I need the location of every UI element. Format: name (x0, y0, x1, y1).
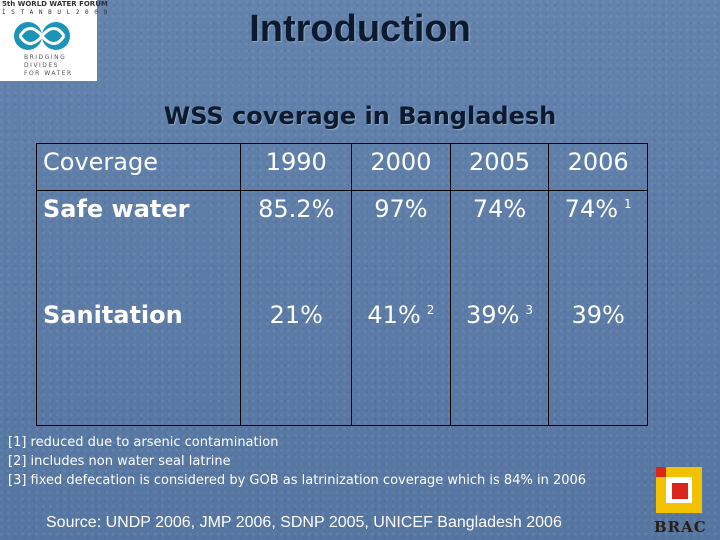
brac-label: BRAC (654, 518, 707, 536)
header-coverage: Coverage (35, 143, 242, 191)
logo-forum-city: İ S T A N B U L 2 0 0 9 (2, 9, 109, 16)
logo-tagline: BRIDGING DIVIDES FOR WATER (24, 54, 73, 77)
cell-safe-water-2005: 74% (449, 190, 550, 297)
footnote-ref-2: 2 (426, 302, 435, 317)
cell-safe-water-2000: 97% (351, 190, 451, 297)
page-subtitle: WSS coverage in Bangladesh (163, 102, 557, 130)
header-1990: 1990 (240, 143, 353, 191)
brac-logo: BRAC (650, 465, 712, 537)
water-drops-icon (14, 22, 70, 50)
cell-sanitation-2006: 39% (548, 296, 648, 426)
footnotes: [1] reduced due to arsenic contamination… (8, 433, 586, 490)
table-row-safe-water: Safe water 85.2% 97% 74% 74% 1 (35, 190, 648, 297)
cell-safe-water-1990: 85.2% (240, 190, 353, 297)
cell-sanitation-1990: 21% (240, 296, 353, 426)
coverage-table: Coverage 1990 2000 2005 2006 Safe water … (35, 143, 648, 426)
logo-forum-name: 5th WORLD WATER FORUM (2, 0, 108, 8)
table-row-sanitation: Sanitation 21% 41% 2 39% 3 39% (35, 296, 648, 426)
header-2005: 2005 (449, 143, 550, 191)
footnote-ref-1: 1 (624, 197, 632, 211)
cell-sanitation-2005: 39% 3 (449, 296, 550, 426)
cell-sanitation-2000: 41% 2 (351, 296, 451, 426)
footnote-1: [1] reduced due to arsenic contamination (8, 435, 279, 450)
footnote-2: [2] includes non water seal latrine (8, 454, 231, 469)
table-header-row: Coverage 1990 2000 2005 2006 (35, 143, 648, 191)
header-2000: 2000 (351, 143, 451, 191)
row-label-sanitation: Sanitation (35, 296, 242, 426)
world-water-forum-logo: 5th WORLD WATER FORUM İ S T A N B U L 2 … (0, 0, 108, 81)
header-2006: 2006 (548, 143, 648, 191)
row-label-safe-water: Safe water (35, 190, 242, 297)
footnote-3: [3] fixed defecation is considered by GO… (8, 473, 587, 488)
source-note: Source: UNDP 2006, JMP 2006, SDNP 2005, … (46, 514, 562, 531)
footnote-ref-3: 3 (525, 302, 534, 317)
page-title: Introduction (249, 8, 471, 50)
brac-square-icon (656, 467, 702, 513)
cell-safe-water-2006: 74% 1 (548, 190, 648, 297)
